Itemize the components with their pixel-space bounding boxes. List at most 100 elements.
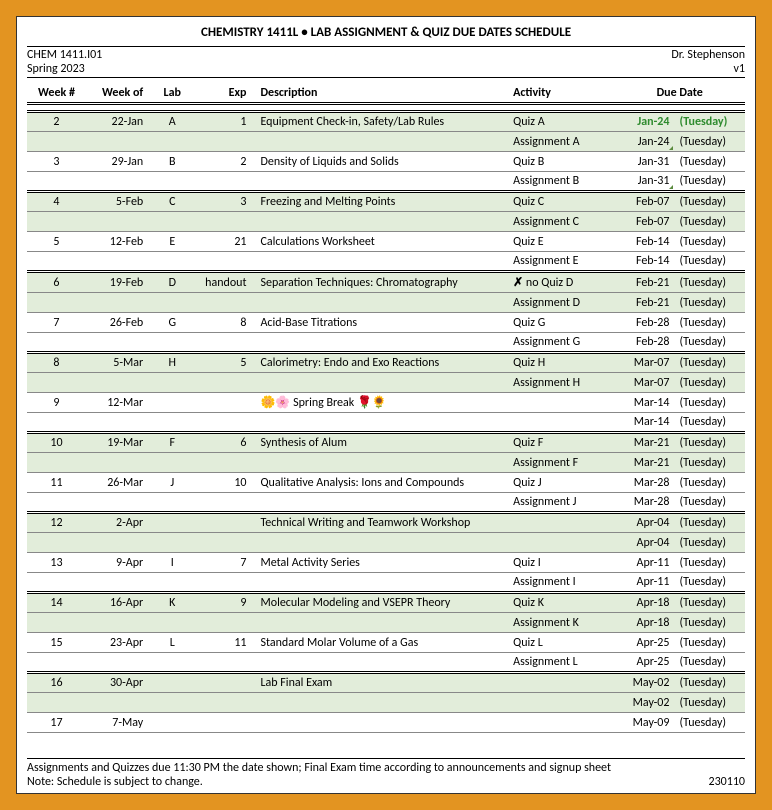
cell-lab bbox=[151, 573, 193, 593]
cell-lab bbox=[151, 132, 193, 152]
table-row: 139-AprI7Metal Activity SeriesQuiz IApr-… bbox=[27, 553, 745, 573]
cell-exp bbox=[193, 333, 256, 353]
cell-lab: E bbox=[151, 232, 193, 252]
cell-day: (Tuesday) bbox=[675, 272, 745, 293]
cell-desc bbox=[256, 453, 509, 473]
cell-weekof bbox=[86, 453, 151, 473]
cell-day: (Tuesday) bbox=[675, 473, 745, 493]
cell-week: 17 bbox=[27, 713, 86, 733]
cell-day: (Tuesday) bbox=[675, 493, 745, 513]
cell-week: 14 bbox=[27, 593, 86, 613]
cell-week: 12 bbox=[27, 513, 86, 533]
cell-act: Assignment L bbox=[509, 653, 614, 673]
cell-exp bbox=[193, 212, 256, 232]
cell-exp bbox=[193, 713, 256, 733]
cell-due: Feb-21 bbox=[614, 293, 675, 313]
cell-weekof: 23-Apr bbox=[86, 633, 151, 653]
table-row: 1126-MarJ10Qualitative Analysis: Ions an… bbox=[27, 473, 745, 493]
cell-day: (Tuesday) bbox=[675, 333, 745, 353]
cell-lab bbox=[151, 172, 193, 192]
table-row: Apr-04(Tuesday) bbox=[27, 533, 745, 553]
cell-day: (Tuesday) bbox=[675, 393, 745, 413]
cell-weekof: 5-Mar bbox=[86, 353, 151, 373]
cell-desc: Technical Writing and Teamwork Workshop bbox=[256, 513, 509, 533]
cell-act: Quiz J bbox=[509, 473, 614, 493]
cell-desc: Molecular Modeling and VSEPR Theory bbox=[256, 593, 509, 613]
cell-act: no Quiz D bbox=[509, 272, 614, 293]
cell-due: Feb-28 bbox=[614, 313, 675, 333]
cell-week: 13 bbox=[27, 553, 86, 573]
cell-day: (Tuesday) bbox=[675, 593, 745, 613]
cell-week: 3 bbox=[27, 152, 86, 172]
cell-act: Quiz B bbox=[509, 152, 614, 172]
cell-act bbox=[509, 513, 614, 533]
cell-week bbox=[27, 613, 86, 633]
cell-lab bbox=[151, 373, 193, 393]
cell-due: Mar-28 bbox=[614, 493, 675, 513]
cell-act bbox=[509, 413, 614, 433]
cell-act: Assignment H bbox=[509, 373, 614, 393]
cell-desc: Calculations Worksheet bbox=[256, 232, 509, 252]
cell-week bbox=[27, 293, 86, 313]
cell-weekof: 30-Apr bbox=[86, 673, 151, 693]
cell-exp: 11 bbox=[193, 633, 256, 653]
cell-lab bbox=[151, 653, 193, 673]
cell-day: (Tuesday) bbox=[675, 633, 745, 653]
cell-exp: 6 bbox=[193, 433, 256, 453]
cell-exp bbox=[193, 693, 256, 713]
cell-day: (Tuesday) bbox=[675, 513, 745, 533]
cell-lab bbox=[151, 713, 193, 733]
hdr-exp: Exp bbox=[193, 82, 256, 104]
cell-exp bbox=[193, 573, 256, 593]
header-row: Week # Week of Lab Exp Description Activ… bbox=[27, 82, 745, 104]
cell-act: Assignment J bbox=[509, 493, 614, 513]
cell-act: Quiz F bbox=[509, 433, 614, 453]
cell-desc: Density of Liquids and Solids bbox=[256, 152, 509, 172]
cell-due: Feb-14 bbox=[614, 252, 675, 272]
cell-weekof: 26-Mar bbox=[86, 473, 151, 493]
cell-exp: 10 bbox=[193, 473, 256, 493]
cell-act bbox=[509, 673, 614, 693]
table-row: 222-JanA1Equipment Check-in, Safety/Lab … bbox=[27, 112, 745, 132]
cell-weekof: 5-Feb bbox=[86, 192, 151, 212]
cell-week: 6 bbox=[27, 272, 86, 293]
cell-weekof bbox=[86, 573, 151, 593]
cell-lab: K bbox=[151, 593, 193, 613]
cell-lab: D bbox=[151, 272, 193, 293]
outer-frame: CHEMISTRY 1411L • LAB ASSIGNMENT & QUIZ … bbox=[0, 0, 772, 810]
table-row: Assignment JMar-28(Tuesday) bbox=[27, 493, 745, 513]
cell-desc bbox=[256, 132, 509, 152]
cell-act: Assignment G bbox=[509, 333, 614, 353]
cell-day: (Tuesday) bbox=[675, 713, 745, 733]
cell-due: Mar-07 bbox=[614, 353, 675, 373]
cell-act: Assignment I bbox=[509, 573, 614, 593]
cell-week bbox=[27, 252, 86, 272]
instructor: Dr. Stephenson bbox=[671, 48, 745, 62]
table-row: 177-MayMay-09(Tuesday) bbox=[27, 713, 745, 733]
cell-day: (Tuesday) bbox=[675, 252, 745, 272]
cell-desc bbox=[256, 713, 509, 733]
cell-exp bbox=[193, 132, 256, 152]
cell-act: Quiz A bbox=[509, 112, 614, 132]
hdr-act: Activity bbox=[509, 82, 614, 104]
cell-due: May-02 bbox=[614, 673, 675, 693]
cell-desc: Equipment Check-in, Safety/Lab Rules bbox=[256, 112, 509, 132]
cell-week bbox=[27, 172, 86, 192]
cell-weekof bbox=[86, 413, 151, 433]
cell-lab: B bbox=[151, 152, 193, 172]
table-row: Assignment EFeb-14(Tuesday) bbox=[27, 252, 745, 272]
cell-weekof bbox=[86, 693, 151, 713]
cell-weekof bbox=[86, 212, 151, 232]
cell-exp bbox=[193, 493, 256, 513]
cell-desc: Metal Activity Series bbox=[256, 553, 509, 573]
cell-week: 2 bbox=[27, 112, 86, 132]
cell-act: Assignment F bbox=[509, 453, 614, 473]
cell-exp: 8 bbox=[193, 313, 256, 333]
cell-weekof bbox=[86, 132, 151, 152]
cell-lab bbox=[151, 613, 193, 633]
cell-day: (Tuesday) bbox=[675, 112, 745, 132]
cell-act: Quiz G bbox=[509, 313, 614, 333]
cell-week bbox=[27, 693, 86, 713]
cell-day: (Tuesday) bbox=[675, 533, 745, 553]
cell-lab: C bbox=[151, 192, 193, 212]
